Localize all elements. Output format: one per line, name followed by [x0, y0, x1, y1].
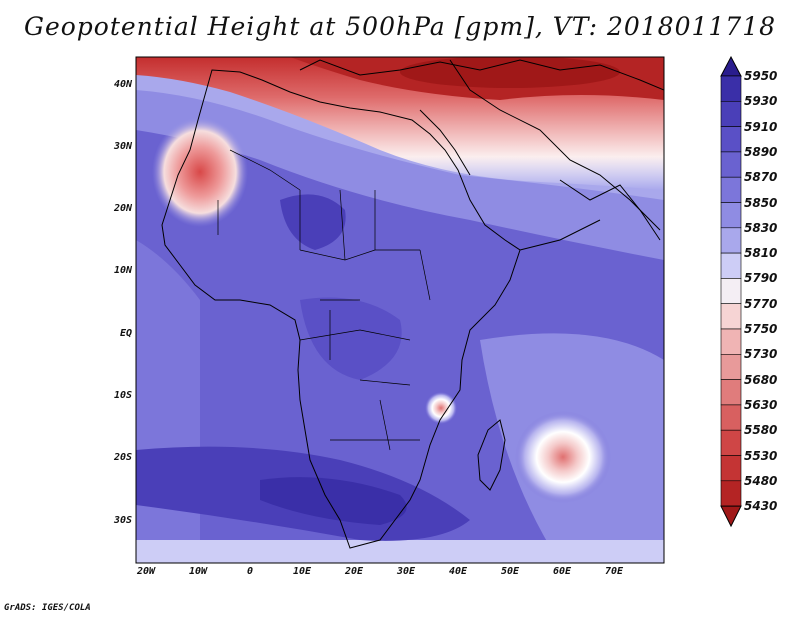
colorbar-swatch: [720, 480, 742, 507]
lat-label: 20S: [113, 452, 132, 463]
lat-label: 40N: [113, 79, 132, 90]
lat-label: 10N: [113, 265, 132, 276]
colorbar-level-label: 5910: [744, 119, 778, 134]
lon-label: 10E: [292, 566, 312, 577]
colorbar-level-label: 5770: [744, 296, 778, 311]
colorbar-swatch: [720, 75, 742, 102]
colorbar-swatch: [720, 252, 742, 279]
colorbar-swatch: [720, 100, 742, 127]
colorbar-level-label: 5580: [744, 423, 778, 438]
lon-label: 70E: [604, 566, 624, 577]
colorbar-swatch: [720, 151, 742, 178]
colorbar-level-label: 5930: [744, 94, 778, 109]
colorbar-bottom-arrow: [720, 505, 742, 528]
lon-label: 20E: [344, 566, 364, 577]
colorbar-swatch: [720, 353, 742, 380]
lat-label: 30N: [113, 141, 132, 152]
lat-label: 20N: [113, 203, 132, 214]
colorbar-level-label: 5750: [744, 322, 778, 336]
coastlines: [161, 59, 664, 549]
colorbar-level-label: 5530: [744, 448, 778, 463]
colorbar-top-arrow: [720, 56, 742, 77]
colorbar-level-label: 5790: [744, 271, 778, 286]
lon-label: 60E: [552, 566, 572, 577]
colorbar-level-label: 5730: [744, 347, 778, 362]
colorbar: [720, 56, 742, 528]
colorbar-swatch: [720, 379, 742, 406]
height-field: [136, 57, 664, 563]
plot-frame: [135, 56, 665, 564]
colorbar-level-label: 5950: [744, 69, 778, 83]
lon-label: 50E: [500, 566, 520, 577]
map-title: Geopotential Height at 500hPa [gpm], VT:…: [23, 12, 777, 41]
colorbar-swatch: [720, 455, 742, 482]
lat-label: 10S: [113, 390, 132, 401]
colorbar-level-label: 5630: [744, 397, 778, 412]
lon-label: 20W: [136, 566, 156, 577]
colorbar-swatch: [720, 328, 742, 355]
colorbar-swatch: [720, 303, 742, 330]
colorbar-swatch: [720, 176, 742, 203]
credit-text: GrADS: IGES/COLA: [4, 603, 91, 613]
colorbar-level-label: 5890: [744, 144, 778, 159]
lat-label: EQ: [119, 328, 132, 339]
colorbar-level-label: 5850: [744, 195, 778, 210]
lon-label: 0: [246, 566, 254, 577]
colorbar-level-label: 5830: [744, 220, 778, 235]
colorbar-level-label: 5480: [744, 473, 778, 488]
colorbar-level-label: 5430: [744, 499, 778, 514]
colorbar-level-label: 5870: [744, 170, 778, 185]
colorbar-level-label: 5680: [744, 372, 778, 387]
lon-label: 30E: [396, 566, 416, 577]
colorbar-swatch: [720, 126, 742, 153]
colorbar-swatch: [720, 227, 742, 254]
colorbar-level-label: 5810: [744, 246, 778, 261]
country-borders: [217, 149, 431, 451]
colorbar-swatch: [720, 278, 742, 304]
colorbar-swatch: [720, 404, 742, 431]
lon-label: 10W: [188, 566, 208, 577]
colorbar-swatch: [720, 202, 742, 229]
lat-label: 30S: [113, 515, 132, 526]
colorbar-swatch: [720, 429, 742, 456]
lon-label: 40E: [448, 566, 468, 577]
